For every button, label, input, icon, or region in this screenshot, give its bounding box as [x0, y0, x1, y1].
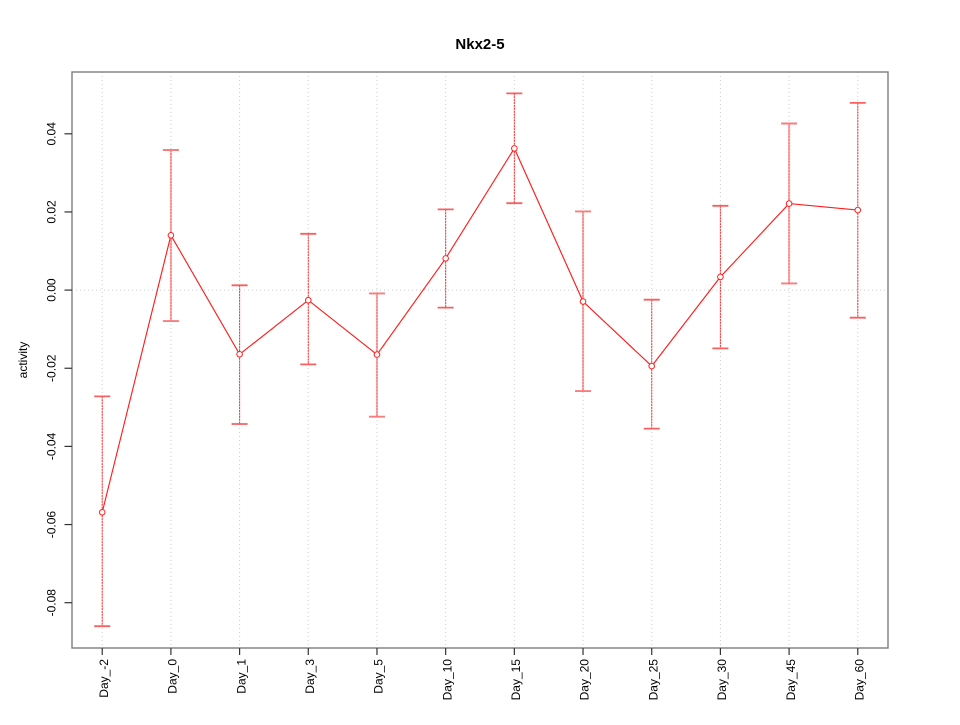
svg-text:-0.02: -0.02 [44, 354, 58, 382]
svg-text:Day_20: Day_20 [578, 659, 592, 701]
svg-text:0.00: 0.00 [44, 278, 58, 302]
svg-text:Day_15: Day_15 [509, 659, 523, 701]
svg-text:-0.08: -0.08 [44, 589, 58, 617]
svg-text:Day_3: Day_3 [303, 659, 317, 694]
svg-text:Day_1: Day_1 [234, 659, 248, 694]
svg-text:0.02: 0.02 [44, 200, 58, 224]
svg-text:-0.06: -0.06 [44, 511, 58, 539]
svg-text:-0.04: -0.04 [44, 432, 58, 460]
svg-text:Day_0: Day_0 [166, 659, 180, 694]
svg-text:Day_60: Day_60 [852, 659, 866, 701]
svg-text:Day_25: Day_25 [646, 659, 660, 701]
svg-text:0.04: 0.04 [44, 122, 58, 146]
svg-text:activity: activity [16, 342, 30, 379]
svg-text:Day_10: Day_10 [440, 659, 454, 701]
svg-text:Nkx2-5: Nkx2-5 [455, 36, 504, 53]
svg-text:Day_45: Day_45 [784, 659, 798, 701]
svg-text:Day_5: Day_5 [372, 659, 386, 694]
svg-text:Day_-2: Day_-2 [97, 659, 111, 698]
svg-text:Day_30: Day_30 [715, 659, 729, 701]
